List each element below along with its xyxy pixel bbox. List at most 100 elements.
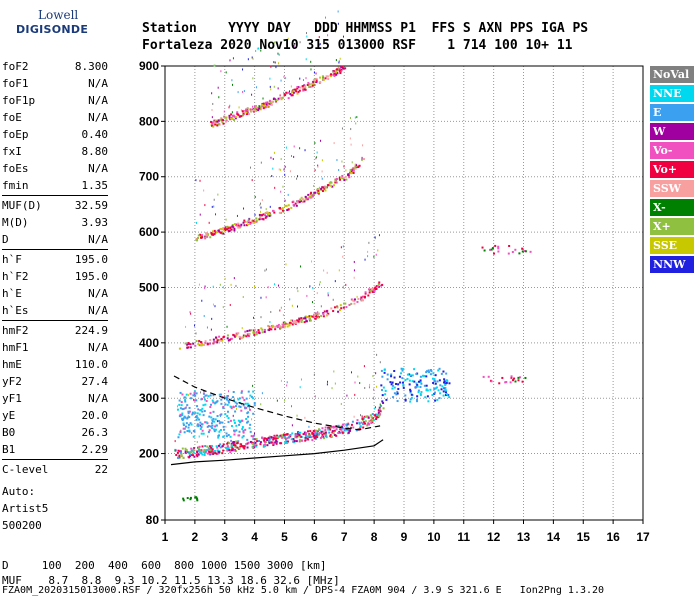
echo-point	[360, 158, 363, 161]
echo-point	[319, 76, 322, 79]
echo-point	[196, 451, 199, 454]
echo-point	[224, 403, 227, 406]
echo-point	[232, 444, 235, 447]
echo-point	[275, 437, 278, 440]
echo-point	[315, 156, 317, 159]
echo-point	[241, 426, 244, 429]
echo-point	[281, 434, 284, 437]
echo-point	[390, 373, 393, 376]
echo-point	[296, 319, 299, 322]
echo-point	[226, 334, 229, 337]
echo-point	[338, 176, 341, 179]
param-label: hmE	[2, 358, 22, 371]
echo-point	[231, 225, 234, 228]
echo-point	[207, 447, 210, 450]
echo-point	[443, 381, 446, 384]
echo-point	[364, 258, 366, 261]
echo-point	[379, 403, 381, 406]
y-tick-label: 300	[139, 391, 159, 405]
echo-point	[229, 419, 232, 422]
echo-point	[217, 123, 220, 126]
echo-point	[244, 220, 247, 223]
echo-point	[379, 409, 382, 412]
echo-point	[295, 440, 298, 443]
echo-point	[188, 430, 191, 433]
echo-point	[270, 441, 273, 444]
echo-point	[434, 382, 437, 385]
echo-point	[332, 310, 335, 313]
echo-point	[335, 428, 338, 431]
echo-point	[253, 221, 256, 224]
echo-point	[289, 90, 291, 93]
echo-point	[202, 451, 205, 454]
param-label: C-level	[2, 463, 49, 476]
echo-point	[319, 43, 321, 46]
echo-point	[267, 286, 269, 289]
echo-point	[290, 206, 293, 209]
echo-point	[426, 389, 429, 392]
echo-point	[425, 384, 428, 387]
echo-point	[371, 290, 374, 293]
param-value: 1.35	[81, 179, 109, 192]
echo-point	[224, 227, 227, 230]
echo-point	[230, 407, 233, 410]
echo-point	[218, 335, 221, 338]
echo-point	[296, 200, 298, 203]
echo-point	[315, 157, 317, 160]
echo-point	[378, 281, 381, 284]
echo-point	[308, 195, 311, 198]
echo-point	[234, 405, 237, 408]
echo-point	[507, 252, 510, 255]
echo-point	[200, 236, 203, 239]
echo-point	[343, 179, 346, 182]
echo-point	[287, 208, 290, 211]
echo-point	[225, 226, 228, 229]
echo-point	[203, 453, 206, 456]
echo-point	[192, 451, 195, 454]
echo-point	[273, 434, 276, 437]
echo-point	[196, 412, 199, 415]
echo-point	[197, 424, 200, 427]
echo-point	[254, 432, 256, 435]
echo-point	[202, 432, 205, 435]
echo-point	[303, 431, 306, 434]
echo-point	[181, 413, 184, 416]
echo-point	[201, 299, 203, 302]
echo-point	[295, 321, 298, 324]
echo-point	[334, 178, 336, 181]
echo-point	[313, 71, 315, 74]
echo-point	[194, 411, 197, 414]
echo-point	[383, 368, 386, 371]
echo-point	[342, 67, 345, 70]
echo-point	[372, 419, 375, 422]
echo-point	[402, 383, 405, 386]
echo-point	[322, 437, 325, 440]
echo-point	[228, 230, 231, 233]
echo-point	[312, 194, 315, 197]
echo-point	[431, 377, 434, 380]
echo-point	[180, 455, 183, 458]
echo-point	[265, 268, 267, 271]
echo-point	[436, 380, 439, 383]
echo-point	[331, 425, 334, 428]
echo-point	[241, 428, 244, 431]
param-row: B0 26.3	[2, 424, 108, 441]
echo-point	[286, 322, 289, 325]
echo-point	[245, 335, 248, 338]
echo-point	[235, 334, 238, 337]
echo-point	[242, 113, 245, 116]
echo-point	[382, 386, 385, 389]
echo-point	[415, 382, 418, 385]
echo-point	[439, 384, 442, 387]
echo-point	[322, 315, 325, 318]
echo-point	[246, 442, 249, 445]
echo-point	[348, 429, 351, 432]
echo-point	[281, 207, 284, 210]
echo-point	[258, 105, 260, 108]
echo-point	[220, 413, 223, 416]
echo-point	[210, 403, 213, 406]
echo-point	[410, 393, 413, 396]
echo-point	[341, 431, 344, 434]
echo-point	[255, 438, 258, 441]
echo-point	[419, 394, 422, 397]
